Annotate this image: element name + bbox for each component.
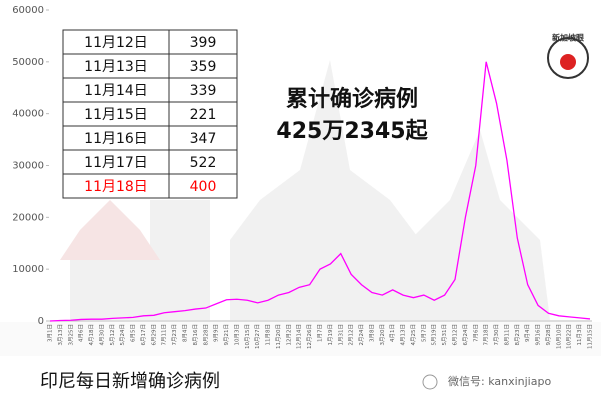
table-date: 11月16日 [84,131,148,147]
x-tick-label: 3月8日 [368,324,375,342]
x-tick-label: 5月31日 [441,324,448,346]
y-tick-label: 10000 [12,264,44,275]
table-value: 339 [190,83,217,99]
x-tick-label: 8月11日 [503,324,510,346]
x-tick-label: 12月26日 [306,324,313,349]
x-tick-label: 11月20日 [275,324,282,349]
table-date: 11月12日 [84,35,148,51]
table-date: 11月17日 [84,155,148,171]
x-tick-label: 8月16日 [192,324,199,346]
x-tick-label: 4月13日 [400,324,407,346]
x-tick-label: 6月24日 [462,324,469,346]
x-tick-label: 5月19日 [431,324,438,346]
x-tick-label: 5月12日 [109,324,116,346]
x-tick-label: 12月2日 [285,324,292,346]
x-tick-label: 11月8日 [265,324,272,346]
table-date: 11月15日 [84,107,148,123]
table-cell [168,77,238,103]
table-cell [168,125,238,151]
x-tick-label: 5月7日 [420,324,427,342]
x-tick-label: 3月1日 [47,324,54,342]
table-cell [168,149,238,175]
table: 11月12日 399 11月13日 359 11月14日 339 11月15日 221 11月1… [62,29,238,199]
x-tick-label: 12月14日 [296,324,303,349]
table-cell [62,125,170,151]
table-value: 400 [190,179,217,195]
x-tick-label: 10月3日 [233,324,240,346]
x-tick-label: 8月28日 [202,324,209,346]
y-tick-label: 0 [38,316,44,327]
table-date: 11月14日 [84,83,148,99]
table-value: 347 [190,131,217,147]
decoration [0,60,601,356]
x-tick-label: 4月18日 [88,324,95,346]
x-tick-label: 4月30日 [98,324,105,346]
table-value: 359 [190,59,217,75]
x-tick-label: 3月25日 [67,324,74,346]
table-cell [168,53,238,79]
y-tick-label: 30000 [12,161,44,172]
x-tick-label: 8月4日 [182,324,189,342]
x-tick-label: 7月30日 [493,324,500,346]
x-tick-label: 9月28日 [545,324,552,346]
x-tick-label: 9月21日 [223,324,230,346]
x-tick-label: 9月9日 [213,324,220,342]
x-tick-label: 3月13日 [57,324,64,346]
x-tick-label: 3月20日 [379,324,386,346]
wechat-icon [422,374,438,390]
x-tick-label: 6月12日 [452,324,459,346]
x-tick-label: 4月1日 [389,324,396,342]
x-tick-label: 9月4日 [524,324,531,342]
x-tick-label: 8月23日 [514,324,521,346]
x-tick-label: 9月16日 [535,324,542,346]
y-tick-label: 60000 [12,5,44,16]
table-value: 399 [190,35,217,51]
x-tick-label: 4月6日 [78,324,85,342]
x-tick-label: 2月24日 [358,324,365,346]
logo-icon [560,54,576,70]
y-tick-label: 40000 [12,109,44,120]
x-tick-label: 11月3日 [576,324,583,346]
x-tick-label: 4月25日 [410,324,417,346]
annotation: 累计确诊病例 [286,86,418,112]
x-tick-label: 10月27日 [254,324,261,349]
x-tick-label: 6月29日 [150,324,157,346]
annotation: 425万2345起 [276,119,428,144]
table-cell [62,101,170,127]
x-tick-label: 7月18日 [483,324,490,346]
table-date: 11月13日 [84,59,148,75]
x-tick-label: 7月6日 [472,324,479,342]
x-tick-label: 11月15日 [587,324,594,349]
y-tick-label: 20000 [12,212,44,223]
table-cell [62,149,170,175]
y-tick-label: 50000 [12,57,44,68]
watermark: 微信号: kanxinjiapo [448,374,551,388]
x-tick-label: 7月11日 [161,324,168,346]
table-cell [168,173,238,199]
chart-title: 印尼每日新增确诊病例 [40,371,220,392]
x-tick-label: 1月7日 [317,324,324,342]
x-tick-label: 1月31日 [337,324,344,346]
x-tick-label: 10月10日 [555,324,562,349]
x-tick-label: 5月24日 [119,324,126,346]
x-tick-label: 6月5日 [130,324,137,342]
x-tick-label: 7月23日 [171,324,178,346]
table-value: 221 [190,107,217,123]
table-date: 11月18日 [84,179,148,195]
x-tick-label: 2月12日 [348,324,355,346]
x-tick-label: 6月17日 [140,324,147,346]
logo: 新加坡眼 [552,33,584,43]
x-tick-label: 10月15日 [244,324,251,349]
x-tick-label: 10月22日 [566,324,573,349]
table-value: 522 [190,155,217,171]
line [49,61,591,322]
table-cell [62,77,170,103]
x-tick-label: 1月19日 [327,324,334,346]
table-cell [62,173,170,199]
